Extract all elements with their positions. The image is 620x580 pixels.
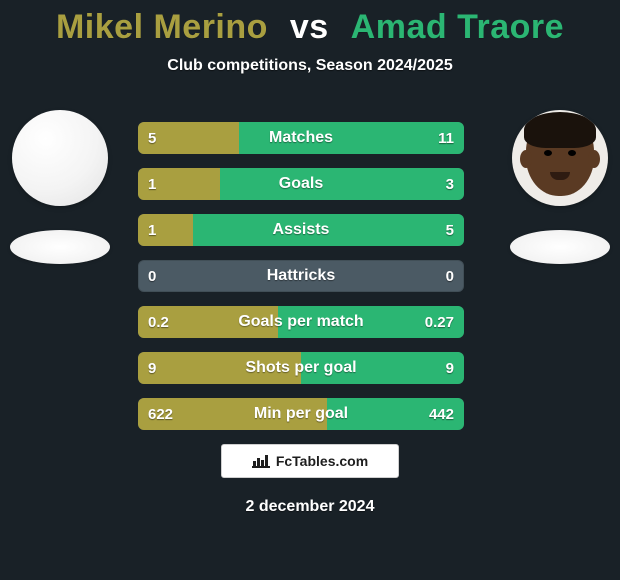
bar-row: Hattricks0 0 bbox=[138, 260, 464, 292]
bar-right-segment bbox=[193, 214, 464, 246]
bar-right-segment bbox=[301, 352, 464, 384]
comparison-card: Mikel Merino vs Amad Traore Club competi… bbox=[0, 0, 620, 580]
bar-left-segment bbox=[138, 168, 220, 200]
bar-row: Matches511 bbox=[138, 122, 464, 154]
bar-right-value: 0 bbox=[446, 260, 454, 292]
bar-right-segment bbox=[327, 398, 464, 430]
title-row: Mikel Merino vs Amad Traore bbox=[0, 0, 620, 47]
date-label: 2 december 2024 bbox=[0, 498, 620, 516]
bar-right-segment bbox=[220, 168, 465, 200]
title-vs: vs bbox=[290, 8, 329, 46]
bar-row: Assists15 bbox=[138, 214, 464, 246]
bar-left-segment bbox=[138, 122, 239, 154]
site-badge[interactable]: FcTables.com bbox=[221, 444, 399, 478]
bar-left-segment bbox=[138, 306, 278, 338]
bar-row: Goals13 bbox=[138, 168, 464, 200]
player-right-club-logo bbox=[510, 230, 610, 264]
subtitle: Club competitions, Season 2024/2025 bbox=[0, 57, 620, 75]
bar-left-value: 0 bbox=[148, 260, 156, 292]
player-left-col bbox=[0, 110, 120, 264]
comparison-bars: Matches511 Goals13 Assists15 Hattricks0 0 Goa… bbox=[138, 122, 464, 430]
bar-label: Hattricks bbox=[138, 260, 464, 292]
bar-right-segment bbox=[239, 122, 464, 154]
player-right-avatar bbox=[512, 110, 608, 206]
bar-row: Shots per goal99 bbox=[138, 352, 464, 384]
bar-row: Min per goal622442 bbox=[138, 398, 464, 430]
site-label: FcTables.com bbox=[276, 453, 368, 469]
title-player2: Amad Traore bbox=[351, 8, 564, 46]
title-player1: Mikel Merino bbox=[56, 8, 268, 46]
bar-left-segment bbox=[138, 214, 193, 246]
bar-row: Goals per match0.20.27 bbox=[138, 306, 464, 338]
bar-left-segment bbox=[138, 398, 327, 430]
player-right-col bbox=[500, 110, 620, 264]
bar-left-segment bbox=[138, 352, 301, 384]
player-left-club-logo bbox=[10, 230, 110, 264]
chart-icon bbox=[252, 454, 270, 468]
bar-right-segment bbox=[278, 306, 464, 338]
player-left-avatar bbox=[12, 110, 108, 206]
